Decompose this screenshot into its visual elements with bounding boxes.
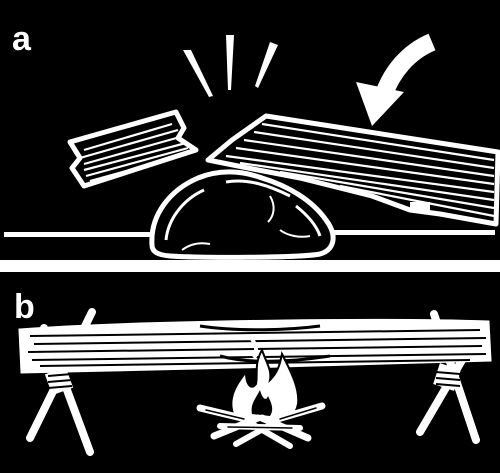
panel-b-background — [0, 272, 500, 473]
panel-divider — [0, 260, 500, 272]
ground-line-left — [4, 232, 164, 237]
panel-a-label: a — [12, 20, 32, 58]
panel-b-label: b — [14, 288, 35, 326]
ground-line-right — [330, 230, 495, 235]
